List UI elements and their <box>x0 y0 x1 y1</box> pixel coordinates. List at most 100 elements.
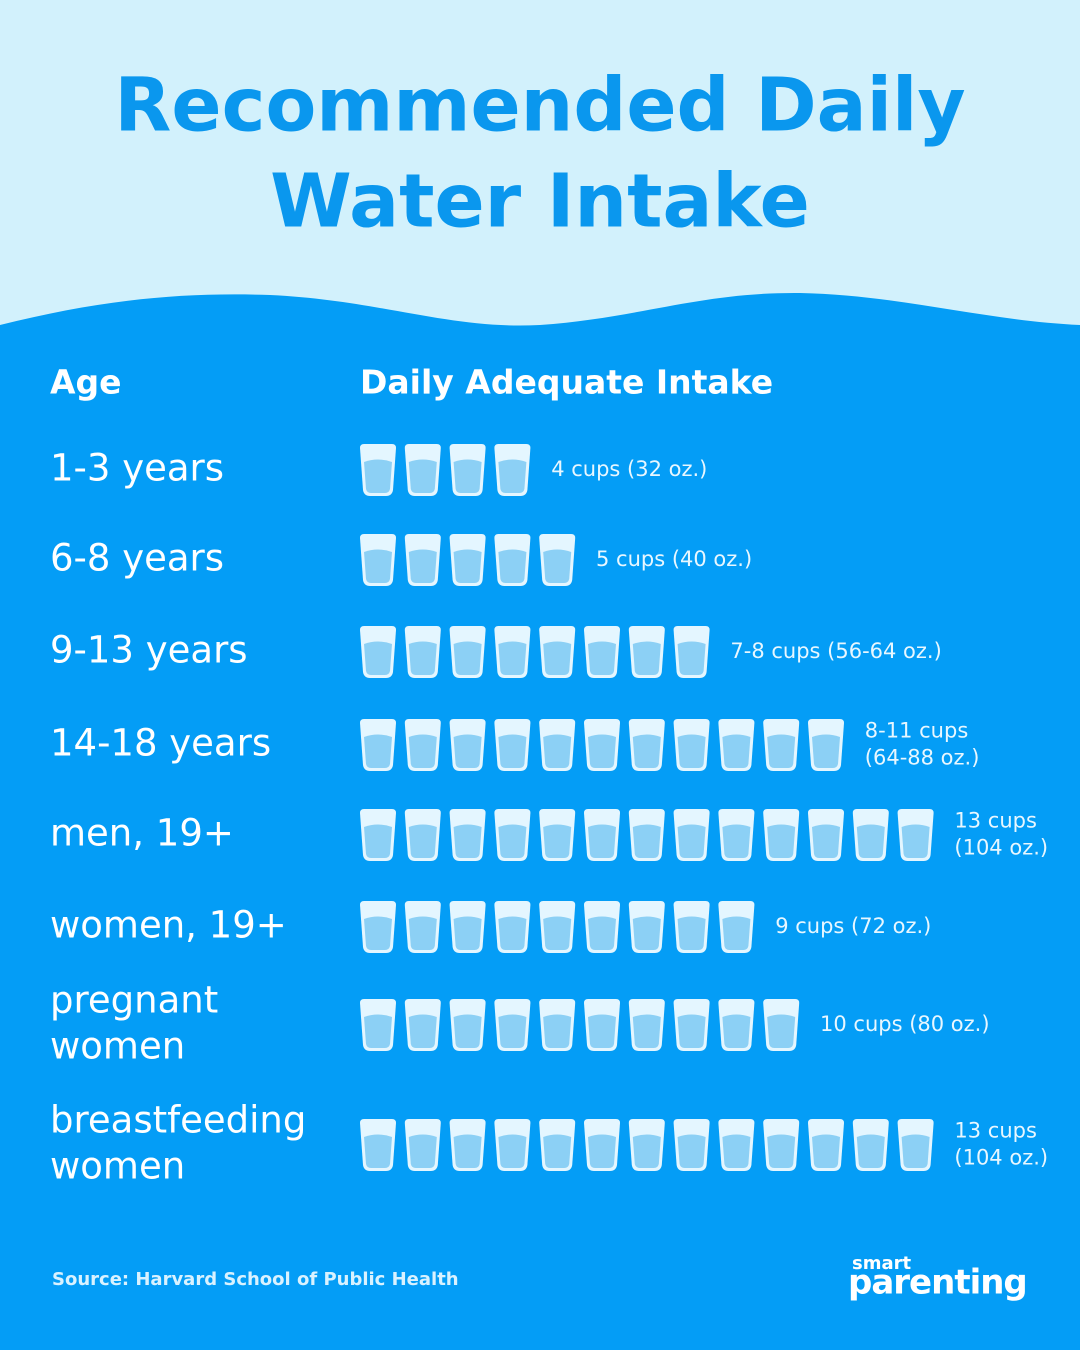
age-label: pregnant <box>50 979 218 1022</box>
glass-water <box>453 1134 482 1168</box>
glass-water <box>364 1134 392 1168</box>
glass-water <box>677 1014 706 1048</box>
glass-water <box>588 1134 616 1168</box>
glass-water <box>722 1134 751 1168</box>
intake-label: 4 cups (32 oz.) <box>551 457 707 481</box>
glass-water <box>453 1014 482 1048</box>
intake-label: 7-8 cups (56-64 oz.) <box>730 639 941 663</box>
glass <box>360 901 396 953</box>
glass-water <box>856 1134 885 1168</box>
glass-water <box>901 1134 930 1168</box>
glass-water <box>498 916 527 950</box>
glass <box>494 626 531 678</box>
glass-water <box>498 1134 527 1168</box>
glass-water <box>498 641 527 675</box>
glass <box>718 809 755 861</box>
glass <box>404 444 441 496</box>
glass <box>852 1119 889 1171</box>
glass-water <box>543 549 572 583</box>
glass <box>628 809 665 861</box>
glass <box>494 999 531 1051</box>
glass-water <box>543 1134 572 1168</box>
glass <box>449 809 486 861</box>
age-label: 1-3 years <box>50 447 224 490</box>
glass <box>673 999 710 1051</box>
glass-water <box>677 916 706 950</box>
logo: parenting <box>848 1263 1027 1303</box>
glass-water <box>632 1014 661 1048</box>
glass <box>449 901 486 953</box>
glass <box>852 809 889 861</box>
glass-water <box>677 1134 706 1168</box>
glass-water <box>588 1014 616 1048</box>
glass <box>360 444 396 496</box>
glass <box>539 901 576 953</box>
source: Source: Harvard School of Public Health <box>52 1269 459 1290</box>
glass <box>539 719 576 771</box>
intake-label: (64-88 oz.) <box>865 746 980 770</box>
glass <box>673 1119 710 1171</box>
glass <box>673 626 710 678</box>
title-line: Recommended Daily <box>114 63 965 149</box>
glass-water <box>722 1014 751 1048</box>
glass <box>808 1119 844 1171</box>
glass-water <box>588 916 616 950</box>
glass-water <box>408 1134 437 1168</box>
glass <box>584 901 620 953</box>
age-label: 14-18 years <box>50 722 271 765</box>
glass <box>404 999 441 1051</box>
glass-water <box>453 549 482 583</box>
glass-water <box>364 734 392 768</box>
glass-water <box>767 734 796 768</box>
glass <box>628 1119 665 1171</box>
age-label: 6-8 years <box>50 537 224 580</box>
glass <box>539 1119 576 1171</box>
intake-label: 10 cups (80 oz.) <box>820 1012 990 1036</box>
glass <box>584 626 620 678</box>
glass-water <box>588 824 616 858</box>
glass <box>404 534 441 586</box>
glass-water <box>677 641 706 675</box>
glass <box>584 999 620 1051</box>
glass-water <box>453 824 482 858</box>
glass-water <box>632 734 661 768</box>
glass <box>494 719 531 771</box>
glass-water <box>453 734 482 768</box>
glass-water <box>498 1014 527 1048</box>
glass-water <box>498 734 527 768</box>
glass-water <box>812 1134 840 1168</box>
glass <box>763 1119 800 1171</box>
glass <box>494 534 531 586</box>
glass-water <box>856 824 885 858</box>
intake-label: 5 cups (40 oz.) <box>596 547 752 571</box>
rows: 1-3 years 4 cups (32 oz.) 6-8 years 5 cups … <box>50 444 1048 1188</box>
glass <box>494 1119 531 1171</box>
glass-water <box>364 824 392 858</box>
logo: smart <box>852 1253 911 1274</box>
glass <box>494 809 531 861</box>
glass <box>628 719 665 771</box>
glass <box>360 999 396 1051</box>
title-line: Water Intake <box>270 159 810 245</box>
glass-water <box>722 824 751 858</box>
glass <box>763 809 800 861</box>
glass <box>539 534 576 586</box>
glass-water <box>632 824 661 858</box>
glass-water <box>677 734 706 768</box>
glass <box>539 999 576 1051</box>
glass-water <box>364 916 392 950</box>
glass-water <box>767 1014 796 1048</box>
glass-water <box>453 916 482 950</box>
glass <box>449 719 486 771</box>
intake-label: 8-11 cups <box>865 719 968 743</box>
glass <box>718 999 755 1051</box>
age-label: women <box>50 1145 185 1188</box>
glass <box>763 719 800 771</box>
glass-water <box>453 459 482 493</box>
glass-water <box>543 1014 572 1048</box>
glass <box>539 809 576 861</box>
age-label: women <box>50 1025 185 1068</box>
glass-water <box>632 1134 661 1168</box>
glass-water <box>408 1014 437 1048</box>
